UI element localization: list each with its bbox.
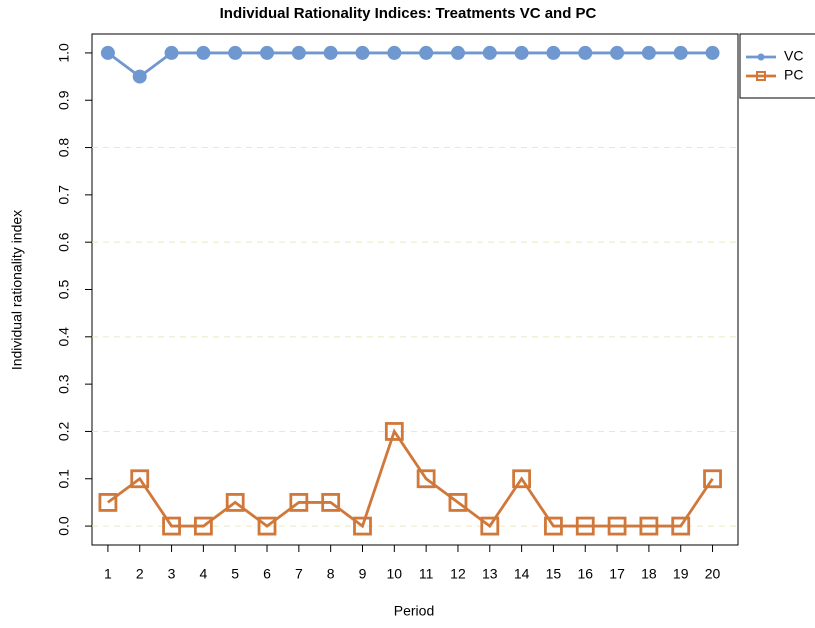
point — [575, 516, 595, 536]
x-tick-label: 7 — [295, 566, 303, 582]
series-line — [107, 428, 714, 529]
y-tick-label: 0.1 — [56, 469, 72, 489]
plot-frame — [91, 33, 739, 546]
y-tick-label: 0.7 — [56, 185, 72, 205]
point — [260, 45, 275, 60]
legend-marker — [757, 53, 765, 61]
x-tick-label: 4 — [199, 566, 207, 582]
y-tick-label: 1.0 — [56, 43, 72, 63]
point — [416, 469, 436, 489]
x-tick-label: 3 — [168, 566, 176, 582]
point — [291, 45, 306, 60]
point — [225, 493, 245, 512]
point — [289, 493, 309, 512]
point — [512, 469, 532, 489]
point — [323, 45, 338, 60]
point — [387, 45, 402, 60]
point — [193, 516, 213, 536]
point — [705, 45, 720, 60]
y-axis-label: Individual rationality index — [9, 210, 25, 370]
x-tick-label: 20 — [705, 566, 721, 582]
point — [257, 516, 277, 536]
x-axis-label: Period — [394, 603, 434, 619]
point — [639, 516, 659, 536]
y-tick-label: 0.8 — [56, 138, 72, 158]
x-tick-label: 1 — [104, 566, 112, 582]
x-tick-label: 10 — [387, 566, 403, 582]
y-tick-label: 0.9 — [56, 90, 72, 110]
x-tick-label: 12 — [450, 566, 466, 582]
point — [321, 493, 341, 512]
point — [196, 45, 211, 60]
point — [98, 493, 118, 512]
y-tick-label: 0.0 — [56, 516, 72, 536]
point — [480, 516, 500, 536]
point — [448, 493, 468, 512]
point — [355, 45, 370, 60]
y-tick-label: 0.4 — [56, 327, 72, 347]
point — [100, 45, 115, 60]
point — [703, 469, 722, 489]
point — [607, 516, 627, 536]
point — [482, 45, 497, 60]
point — [228, 45, 243, 60]
x-tick-label: 14 — [514, 566, 530, 582]
point — [384, 422, 404, 441]
legend-box — [739, 33, 815, 99]
y-tick-label: 0.5 — [56, 280, 72, 300]
x-tick-label: 11 — [419, 566, 434, 582]
point — [162, 516, 181, 536]
point — [546, 45, 561, 60]
point — [130, 469, 150, 489]
point — [671, 516, 691, 536]
x-tick-label: 17 — [609, 566, 625, 582]
x-tick-label: 19 — [673, 566, 689, 582]
point — [132, 69, 147, 84]
x-tick-label: 13 — [482, 566, 498, 582]
x-tick-label: 16 — [577, 566, 593, 582]
x-tick-label: 2 — [136, 566, 144, 582]
point — [514, 45, 529, 60]
legend-label: PC — [784, 67, 803, 83]
x-tick-label: 15 — [546, 566, 562, 582]
point — [544, 516, 563, 536]
x-tick-label: 5 — [231, 566, 239, 582]
point — [578, 45, 593, 60]
legend-label: VC — [784, 48, 803, 64]
x-tick-label: 9 — [359, 566, 367, 582]
chart-title: Individual Rationality Indices: Treatmen… — [220, 5, 597, 22]
point — [673, 45, 688, 60]
y-tick-label: 0.3 — [56, 374, 72, 394]
legend-marker — [756, 71, 766, 81]
point — [450, 45, 465, 60]
x-tick-label: 6 — [263, 566, 271, 582]
point — [641, 45, 656, 60]
y-tick-label: 0.6 — [56, 232, 72, 252]
point — [419, 45, 434, 60]
point — [353, 516, 372, 536]
point — [610, 45, 625, 60]
x-tick-label: 8 — [327, 566, 335, 582]
x-tick-label: 18 — [641, 566, 657, 582]
y-tick-label: 0.2 — [56, 422, 72, 442]
point — [164, 45, 179, 60]
